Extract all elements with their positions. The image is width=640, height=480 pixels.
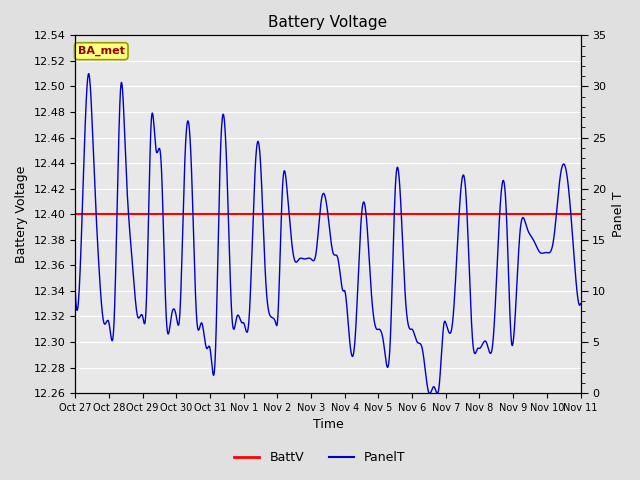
- Y-axis label: Panel T: Panel T: [612, 192, 625, 237]
- Legend: BattV, PanelT: BattV, PanelT: [229, 446, 411, 469]
- Y-axis label: Battery Voltage: Battery Voltage: [15, 166, 28, 263]
- Title: Battery Voltage: Battery Voltage: [268, 15, 387, 30]
- Text: BA_met: BA_met: [78, 46, 125, 56]
- X-axis label: Time: Time: [312, 419, 343, 432]
